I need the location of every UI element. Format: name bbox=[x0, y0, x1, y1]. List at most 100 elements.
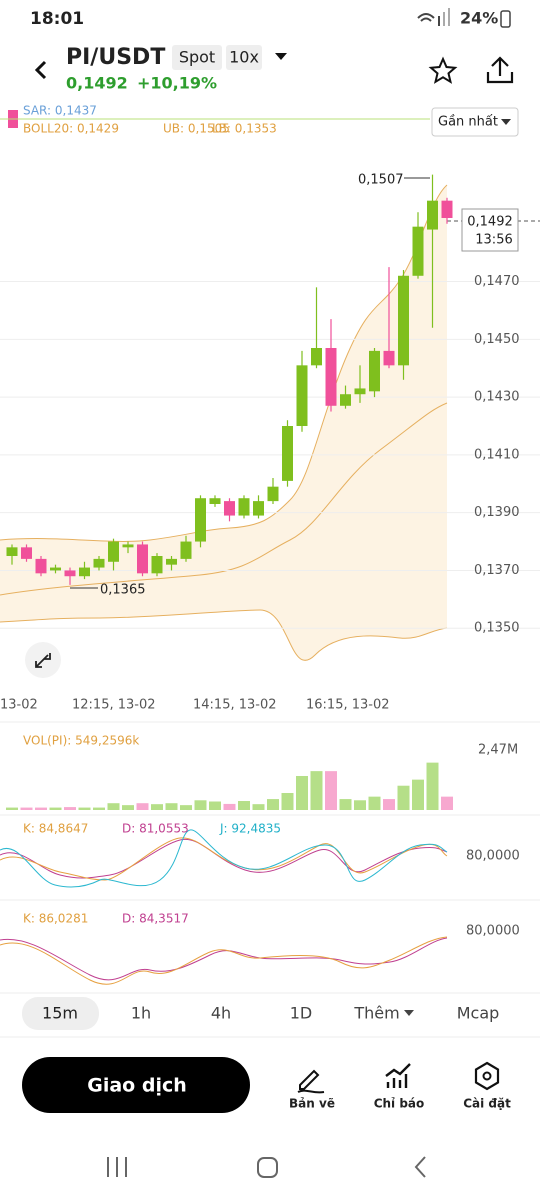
volume-bar bbox=[339, 799, 352, 810]
volume-bar bbox=[238, 801, 250, 810]
candle-body bbox=[209, 498, 221, 504]
trade-button-text[interactable]: Giao dịch bbox=[87, 1075, 187, 1097]
candle-body bbox=[6, 547, 18, 556]
dropdown[interactable] bbox=[431, 107, 519, 137]
y-tick-label: 0,1370 bbox=[474, 563, 520, 578]
candle-body bbox=[398, 275, 409, 366]
x-tick-label: 14:15, 13-02 bbox=[193, 698, 277, 713]
signal-icon bbox=[443, 12, 445, 26]
volume-bar bbox=[6, 807, 18, 810]
back-button[interactable] bbox=[34, 60, 47, 80]
draw-icon[interactable] bbox=[297, 1069, 325, 1094]
volume-bar bbox=[194, 800, 207, 810]
tab[interactable]: 15m bbox=[42, 1004, 78, 1023]
nav-back[interactable] bbox=[414, 1156, 426, 1178]
volume-bar bbox=[151, 804, 163, 810]
ub-label: UB: 0,1505 bbox=[163, 122, 230, 136]
candle-body bbox=[325, 348, 337, 406]
volume-bar bbox=[122, 805, 134, 810]
boll-label: BOLL20: 0,1429 bbox=[23, 122, 119, 136]
favorite-button[interactable] bbox=[428, 56, 458, 84]
candle-body bbox=[122, 544, 134, 548]
candle-body bbox=[180, 541, 192, 559]
y-tick-label: 0,1390 bbox=[474, 505, 520, 520]
status-time: 18:01 bbox=[30, 9, 84, 29]
indicator-icon[interactable] bbox=[385, 1063, 411, 1088]
y-tick-label: 0,1450 bbox=[474, 332, 520, 347]
volume-bar bbox=[35, 807, 47, 810]
kdj-d-line bbox=[0, 838, 448, 879]
candle-body bbox=[253, 501, 264, 516]
volume-bar bbox=[107, 803, 120, 810]
dropdown-icon bbox=[501, 119, 511, 125]
volume-bar bbox=[165, 803, 178, 810]
candle-body bbox=[340, 394, 351, 406]
candle-body bbox=[311, 348, 322, 366]
y-tick-label: 0,1470 bbox=[474, 274, 520, 289]
volume-bar bbox=[325, 771, 337, 810]
volume-bar bbox=[426, 762, 439, 810]
battery-level: 24% bbox=[460, 9, 498, 28]
settings-icon bbox=[482, 1071, 492, 1081]
volume-bar bbox=[281, 792, 294, 810]
candle-body bbox=[267, 486, 279, 502]
dropdown-icon[interactable] bbox=[275, 53, 287, 60]
tab[interactable]: Mcap bbox=[457, 1004, 500, 1023]
volume-bar bbox=[252, 804, 265, 810]
kdj-j-line bbox=[0, 829, 448, 888]
dropdown-text[interactable]: Gần nhất bbox=[438, 115, 498, 130]
tab[interactable]: Thêm bbox=[353, 1004, 399, 1023]
volume-bar bbox=[49, 807, 62, 810]
y-tick-label: 2,47M bbox=[478, 743, 518, 758]
tool-label[interactable]: Bản vẽ bbox=[289, 1097, 335, 1111]
candle-body bbox=[383, 350, 395, 366]
x-tick-label: 13-02 bbox=[0, 698, 38, 713]
candle-body bbox=[64, 570, 76, 577]
volume-bar bbox=[64, 807, 76, 810]
nav-recent[interactable] bbox=[107, 1157, 127, 1177]
y-tick-label: 0,1430 bbox=[474, 390, 520, 405]
last-price: 0,1492 bbox=[66, 74, 128, 93]
bollinger-lower bbox=[0, 609, 448, 661]
tool-label[interactable]: Cài đặt bbox=[463, 1097, 511, 1111]
tool-label[interactable]: Chỉ báo bbox=[374, 1097, 425, 1111]
kd-k: K: 86,0281 bbox=[23, 912, 88, 926]
x-tick-label: 12:15, 13-02 bbox=[72, 698, 156, 713]
candle-body bbox=[50, 567, 61, 571]
tab[interactable]: 1D bbox=[290, 1004, 313, 1023]
tab-active[interactable] bbox=[22, 997, 99, 1030]
market-tag bbox=[172, 45, 222, 70]
market-tag-text: Spot bbox=[179, 48, 215, 67]
lb-label: LB: 0,1353 bbox=[212, 122, 277, 136]
candle-body bbox=[224, 501, 235, 516]
volume-bar bbox=[412, 779, 424, 810]
y-tick-label: 0,1410 bbox=[474, 447, 520, 462]
marks bbox=[6, 174, 453, 810]
pair-name: PI/USDT bbox=[66, 45, 165, 70]
candle-body bbox=[35, 558, 47, 574]
volume-bar bbox=[78, 807, 91, 810]
kdj-j: J: 92,4835 bbox=[219, 822, 281, 836]
volume-bar bbox=[223, 803, 236, 810]
candle-body bbox=[195, 498, 206, 542]
share-button[interactable] bbox=[486, 56, 514, 84]
volume-bar bbox=[136, 803, 149, 810]
settings-icon[interactable] bbox=[474, 1061, 500, 1091]
volume-bar bbox=[209, 801, 221, 810]
nav-home[interactable] bbox=[257, 1157, 278, 1178]
ticks: 0,1470 0,1450 0,1430 0,1410 0,1390 0,1370 0,13… bbox=[0, 274, 540, 758]
signal-icon bbox=[438, 16, 440, 26]
battery-icon bbox=[500, 10, 511, 28]
volume-bar bbox=[441, 796, 453, 810]
dropdown-icon bbox=[404, 1010, 414, 1016]
trade-button[interactable] bbox=[22, 1057, 250, 1113]
leverage-text: 10x bbox=[229, 48, 259, 67]
candle-body bbox=[79, 567, 90, 577]
kdj-k-line bbox=[0, 837, 448, 881]
candle-body bbox=[441, 200, 453, 218]
candle-body bbox=[151, 556, 163, 574]
tab[interactable]: 1h bbox=[131, 1004, 151, 1023]
tab[interactable]: 4h bbox=[211, 1004, 231, 1023]
